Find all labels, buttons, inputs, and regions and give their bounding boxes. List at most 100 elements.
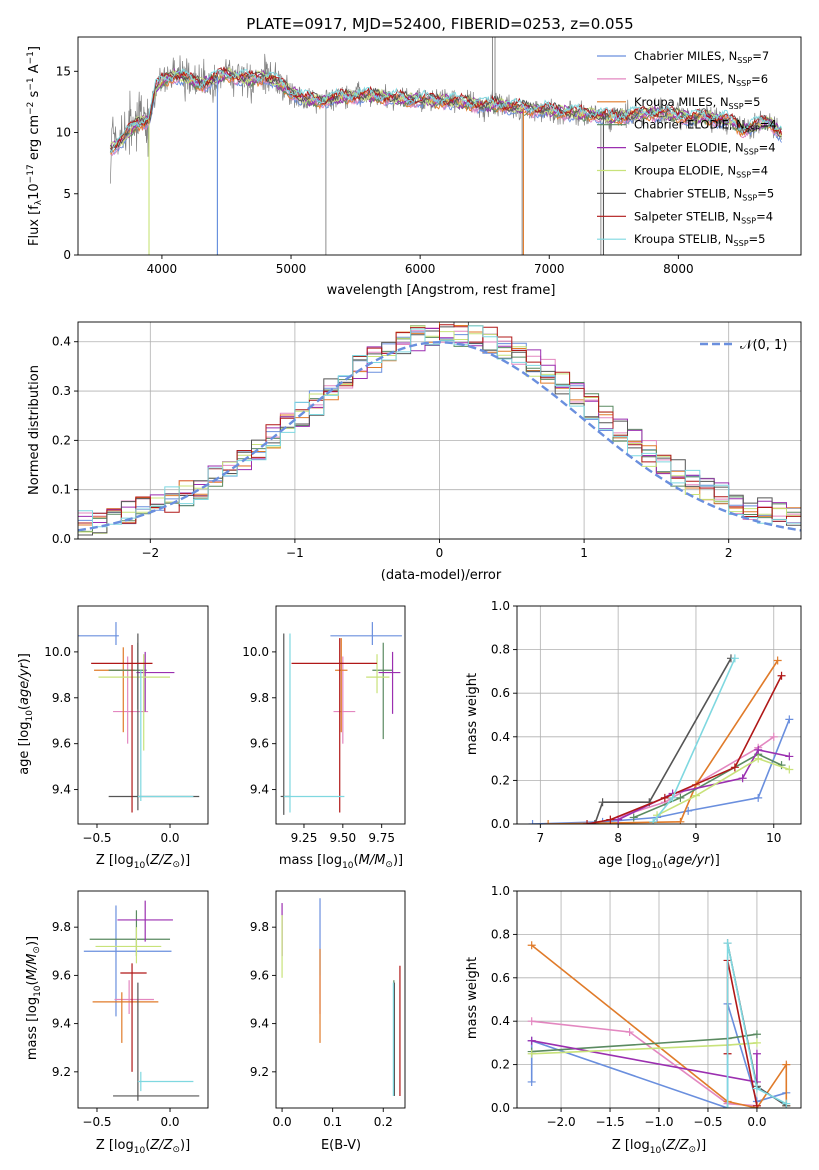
y-tick-label: 9.6 [250,968,269,982]
y-tick-label: 9.4 [52,783,71,797]
x-axis-label: E(B-V) [321,1138,361,1153]
x-axis-label: mass [log10(M/M⊙)] [279,853,403,871]
label-part: Z/Z [149,1138,173,1153]
label-part: ⊙ [688,1145,696,1155]
y-tick-label: 0.6 [491,686,510,700]
label-part: Chabrier ELODIE, N [634,118,745,132]
label-part: ⊙ [32,946,42,954]
legend-entry: Salpeter ELODIE, NSSP=4 [634,141,776,157]
plus-marker [730,763,739,772]
axes-frame [77,321,802,540]
label-part: mass [log [25,997,40,1060]
y-tick-label: 9.4 [52,1017,71,1031]
plus-marker [785,765,794,774]
x-tick-label: 9.75 [368,831,395,845]
plus-marker [754,754,763,763]
label-part: )] [393,853,403,868]
x-tick-label: 0.0 [160,831,179,845]
plot-area [280,622,402,815]
x-axis-label: (data-model)/error [381,568,502,583]
x-tick-label: −1 [286,546,304,560]
weight-series-2 [531,1020,757,1107]
label-part: Chabrier MILES, N [634,49,737,63]
label-part: =4 [756,209,773,223]
age-vs-metallicity-panel: −0.5 0.09.49.69.810.0Z [log10(Z/Z⊙)]age [… [17,605,209,871]
weight-series-8 [726,960,758,1106]
x-tick-label: 0 [436,546,444,560]
y-axis-label: mass [log10(M/M⊙)] [25,936,43,1060]
label-part: =5 [744,95,761,109]
label-part: SSP [734,239,749,248]
label-part: =5 [749,232,766,246]
plot-area [281,898,401,1096]
y-axis-label: Flux [fλ10−17 erg cm−2 s−1 A−1] [26,46,44,246]
x-tick-label: 9 [692,831,700,845]
label-part: SSP [736,79,751,88]
y-axis-label: Normed distribution [27,365,42,495]
y-tick-label: 0.0 [491,1101,510,1115]
plus-marker [752,1049,761,1058]
label-part: )] [180,853,190,868]
legend-entry: 𝒩(0, 1) [740,338,787,353]
axes-frame [77,36,802,256]
y-tick-label: 15 [56,64,71,78]
mass-vs-ebv-panel: 0.0 0.1 0.2 9.2 9.4 9.6 9.8 E(B-V) [250,890,406,1153]
weight-series-6 [656,757,790,817]
x-tick-label: −2.0 [546,1115,575,1129]
axes-frame [77,605,209,825]
plus-marker [583,820,592,824]
y-tick-label: 0.6 [491,971,510,985]
plus-marker [606,815,615,824]
label-part: Kroupa STELIB, N [634,232,734,246]
label-part: mass [log [279,853,342,868]
y-tick-label: 0.2 [491,1058,510,1072]
mass-vs-metallicity-panel: −0.5 0.09.29.49.69.8Z [log10(Z/Z⊙)]mass [… [25,890,209,1156]
plus-marker [723,939,732,948]
label-part: Salpeter STELIB, N [634,209,741,223]
label-part: )] [710,853,720,868]
label-part: λ [34,199,44,205]
legend-entry: Kroupa ELODIE, NSSP=4 [634,164,768,180]
x-tick-label: 9.50 [329,831,356,845]
y-tick-label: 0.0 [52,532,71,546]
weight-series-2 [610,736,775,821]
y-tick-label: 1.0 [491,884,510,898]
x-tick-label: 7 [537,831,545,845]
label-part: SSP [729,102,744,111]
label-part: −2 [26,102,36,115]
label-part: age [log [598,853,651,868]
weight-series-5 [531,1039,758,1083]
legend-entry: Kroupa STELIB, NSSP=5 [634,232,765,248]
label-part: )] [696,1138,706,1153]
label-part: )] [180,1138,190,1153]
y-tick-label: 1.0 [491,599,510,613]
plus-marker [723,1104,732,1108]
plus-marker [730,654,739,663]
y-tick-label: 0.4 [491,730,510,744]
x-tick-label: 0.0 [273,1115,292,1129]
label-part: Kroupa ELODIE, N [634,164,736,178]
label-part: Chabrier STELIB, N [634,186,742,200]
label-part: Z/Z [665,1138,689,1153]
x-axis-label: age [log10(age/yr)] [598,853,720,871]
grid-lines [517,605,801,825]
label-part: ⊙ [172,860,180,870]
x-tick-label: 8000 [663,262,694,276]
label-part: SSP [745,125,760,134]
y-tick-label: 0.4 [491,1014,510,1028]
label-part: Z [log [96,1138,134,1153]
plus-marker [752,1084,761,1093]
plot-area [109,37,783,255]
plus-marker [527,1017,536,1026]
legend-entry: Chabrier MILES, NSSP=7 [634,49,769,65]
x-tick-label: 7000 [534,262,565,276]
plus-marker [769,732,778,741]
label-part: Z [log [612,1138,650,1153]
y-tick-label: 10.0 [242,645,269,659]
y-axis-label: age [log10(age/yr)] [17,653,35,775]
x-tick-label: 8 [614,831,622,845]
x-axis-label: wavelength [Angstrom, rest frame] [327,283,556,298]
label-part: −1 [26,51,36,64]
x-tick-label: 0.2 [374,1115,393,1129]
